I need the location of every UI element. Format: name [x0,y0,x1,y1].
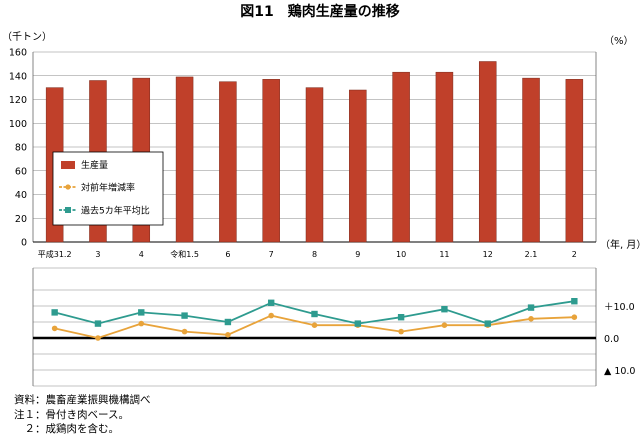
x-tick-label: 4 [139,250,144,259]
y-tick-label: 140 [9,71,27,82]
legend-swatch-marker [65,184,71,190]
five-year-avg-point [138,309,145,316]
x-tick-label: 平成31.2 [38,249,72,259]
yoy-change-point [311,322,318,329]
five-year-avg-point [51,309,58,316]
x-tick-label: 11 [439,250,449,259]
five-year-avg-point [571,298,578,305]
bar [392,71,410,243]
y2-tick-label: 0.0 [604,334,619,345]
note-1: 注１：骨付き肉ベース。 [14,408,129,421]
bar [565,79,584,243]
five-year-avg-point [181,312,188,319]
y-tick-label: 80 [15,143,27,154]
five-year-avg-point [311,310,318,318]
notes: 資料：農畜産業振興機構調べ 注１：骨付き肉ベース。 ２：成鶏肉を含む。 [14,393,151,437]
y-tick-label: 20 [15,214,27,225]
y-axis-unit-label: （千トン） [2,31,52,43]
bar [478,61,497,243]
legend-label: 生産量 [81,159,108,171]
legend-label: 対前年増減率 [81,182,135,194]
yoy-change-point [225,332,231,338]
y-tick-label: 40 [15,190,27,201]
yoy-change-point [181,328,188,335]
five-year-avg-point [354,320,362,327]
y-tick-label: 100 [9,119,27,130]
yoy-change-point [268,312,274,319]
yoy-change-point [51,325,58,332]
yoy-change-point [528,316,534,322]
yoy-change-point [441,322,448,329]
five-year-avg-point [224,318,232,326]
bar [262,79,280,243]
five-year-avg-point [527,304,535,311]
bar [349,89,367,243]
yoy-change-point [95,335,101,341]
legend-swatch-marker [65,207,71,213]
x-tick-label: 2.1 [525,250,538,259]
x-tick-label: 7 [269,250,274,259]
x-tick-label: 6 [225,250,230,259]
five-year-avg-point [267,299,275,306]
x-tick-label: 10 [396,250,406,259]
yoy-change-point [138,320,145,327]
five-year-avg-point [94,320,102,327]
bar [219,81,237,243]
legend-label: 過去5カ年平均比 [81,205,150,217]
yoy-change-point [571,314,578,321]
y-tick-label: 160 [9,48,27,59]
source-note: 資料：農畜産業振興機構調べ [14,394,151,406]
five-year-avg-point [484,320,491,327]
bar [435,71,454,243]
bar [522,77,540,243]
x-axis-unit-label: （年, 月） [600,238,640,251]
chart-title: 図11 鶏肉生産量の推移 [240,3,399,20]
note-2: ２：成鶏肉を含む。 [14,423,119,435]
x-tick-label: 12 [483,250,493,259]
x-tick-label: 令和1.5 [170,249,199,259]
x-tick-label: 2 [572,250,577,259]
y-tick-label: 60 [15,166,27,177]
bar [305,87,324,243]
bar [175,76,194,243]
y2-tick-label: ＋10.0 [604,302,635,313]
x-tick-label: 3 [95,250,100,259]
five-year-avg-point [441,306,448,313]
yoy-change-point [398,328,404,335]
legend-swatch-bar [61,161,75,169]
x-tick-label: 9 [355,250,360,259]
y-tick-label: 0 [21,238,27,249]
x-tick-label: 8 [312,250,317,259]
five-year-avg-point [397,314,405,321]
y-tick-label: 120 [9,95,27,106]
y2-axis-unit-label: （%） [604,35,634,47]
y2-tick-label: ▲ 10.0 [604,366,635,377]
